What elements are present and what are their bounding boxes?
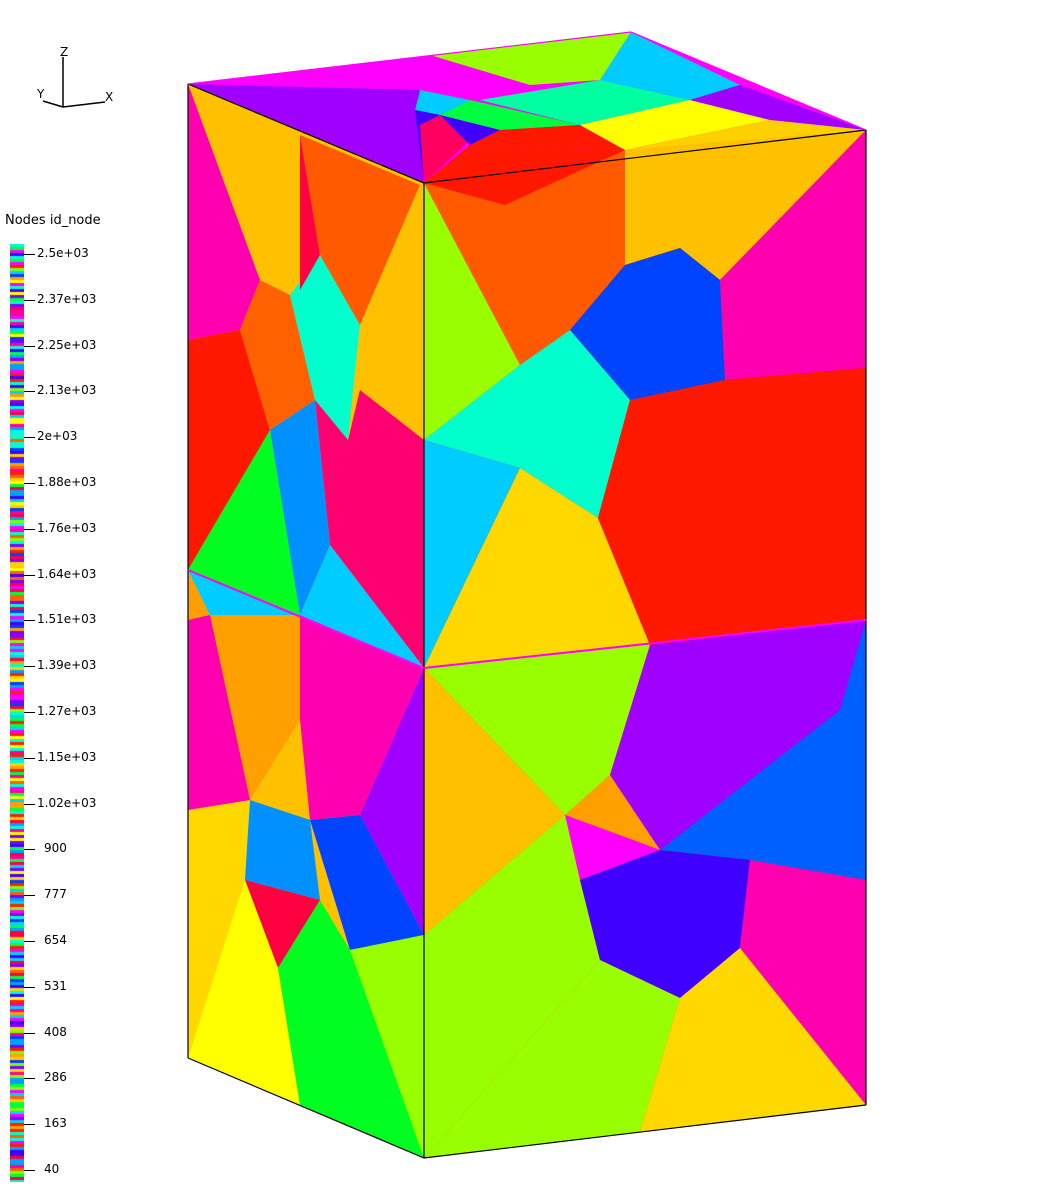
legend-tick-mark <box>24 666 35 668</box>
legend-tick-label: 1.02e+03 <box>37 795 97 810</box>
legend-tick-mark <box>24 757 35 759</box>
legend-tick-label: 1.39e+03 <box>37 658 97 673</box>
mid-seam <box>187 569 867 669</box>
legend-tick-label: 2.25e+03 <box>37 337 97 352</box>
legend-tick-mark <box>24 299 35 301</box>
legend-tick-label: 40 <box>44 1162 60 1176</box>
y-axis-label: Y <box>37 87 45 101</box>
legend-tick-label: 900 <box>44 841 67 856</box>
legend-tick-label: 408 <box>44 1024 67 1039</box>
legend-tick-label: 1.27e+03 <box>37 704 97 718</box>
legend-tick-label: 2.13e+03 <box>37 383 97 398</box>
legend-tick-label: 654 <box>44 933 67 947</box>
legend-tick-mark <box>24 941 35 942</box>
legend-tick-mark <box>24 803 35 805</box>
legend-tick-mark <box>24 391 35 393</box>
legend-tick-label: 1.51e+03 <box>37 612 97 627</box>
legend-tick-label: 2e+03 <box>37 429 78 444</box>
left-face <box>188 84 424 1158</box>
legend-tick-mark <box>24 437 35 439</box>
axes-triad-lines <box>42 57 106 108</box>
legend-tick-mark <box>24 1170 35 1171</box>
legend-tick-mark <box>24 712 35 713</box>
legend-tick-label: 2.5e+03 <box>37 246 89 260</box>
legend-tick-mark <box>24 254 35 255</box>
legend-tick-label: 1.15e+03 <box>37 749 97 764</box>
legend-tick-mark <box>24 1032 35 1034</box>
legend-tick-label: 777 <box>44 887 67 902</box>
legend-tick-mark <box>24 528 35 530</box>
legend-tick-mark <box>24 986 35 988</box>
legend-tick-label: 2.37e+03 <box>37 291 97 306</box>
legend-tick-label: 1.88e+03 <box>37 475 97 489</box>
legend-tick-label: 1.76e+03 <box>37 520 97 535</box>
axes-triad: Z Y X <box>30 45 130 120</box>
top-face <box>188 32 866 183</box>
legend-tick-mark <box>24 620 35 622</box>
legend-tick-mark <box>24 574 35 576</box>
legend-tick-label: 286 <box>44 1070 67 1085</box>
box-edges <box>187 31 867 1159</box>
legend-tick-mark <box>24 849 35 851</box>
x-axis-label: X <box>105 90 114 104</box>
z-axis-label: Z <box>60 45 69 59</box>
legend-tick-mark <box>24 1078 35 1080</box>
legend-tick-label: 163 <box>44 1116 67 1131</box>
legend-tick-mark <box>24 345 35 347</box>
legend-tick-mark <box>24 483 35 484</box>
legend-tick-mark <box>24 1124 35 1126</box>
legend-title: Nodes id_node <box>5 213 101 228</box>
legend-tick-mark <box>24 895 35 897</box>
legend-tick-label: 1.64e+03 <box>37 566 97 581</box>
legend-tick-label: 531 <box>44 978 67 993</box>
legend-color-bar <box>10 244 24 1182</box>
